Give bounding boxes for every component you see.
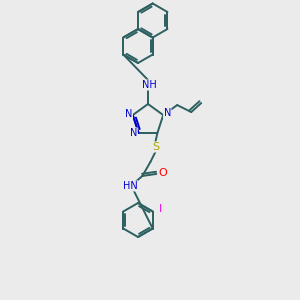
Text: NH: NH [142, 80, 156, 90]
Text: S: S [152, 142, 159, 152]
Text: I: I [159, 203, 162, 214]
Text: O: O [158, 168, 167, 178]
Text: N: N [130, 128, 137, 138]
Text: N: N [125, 109, 133, 119]
Text: N: N [164, 108, 171, 118]
Text: HN: HN [123, 181, 138, 191]
